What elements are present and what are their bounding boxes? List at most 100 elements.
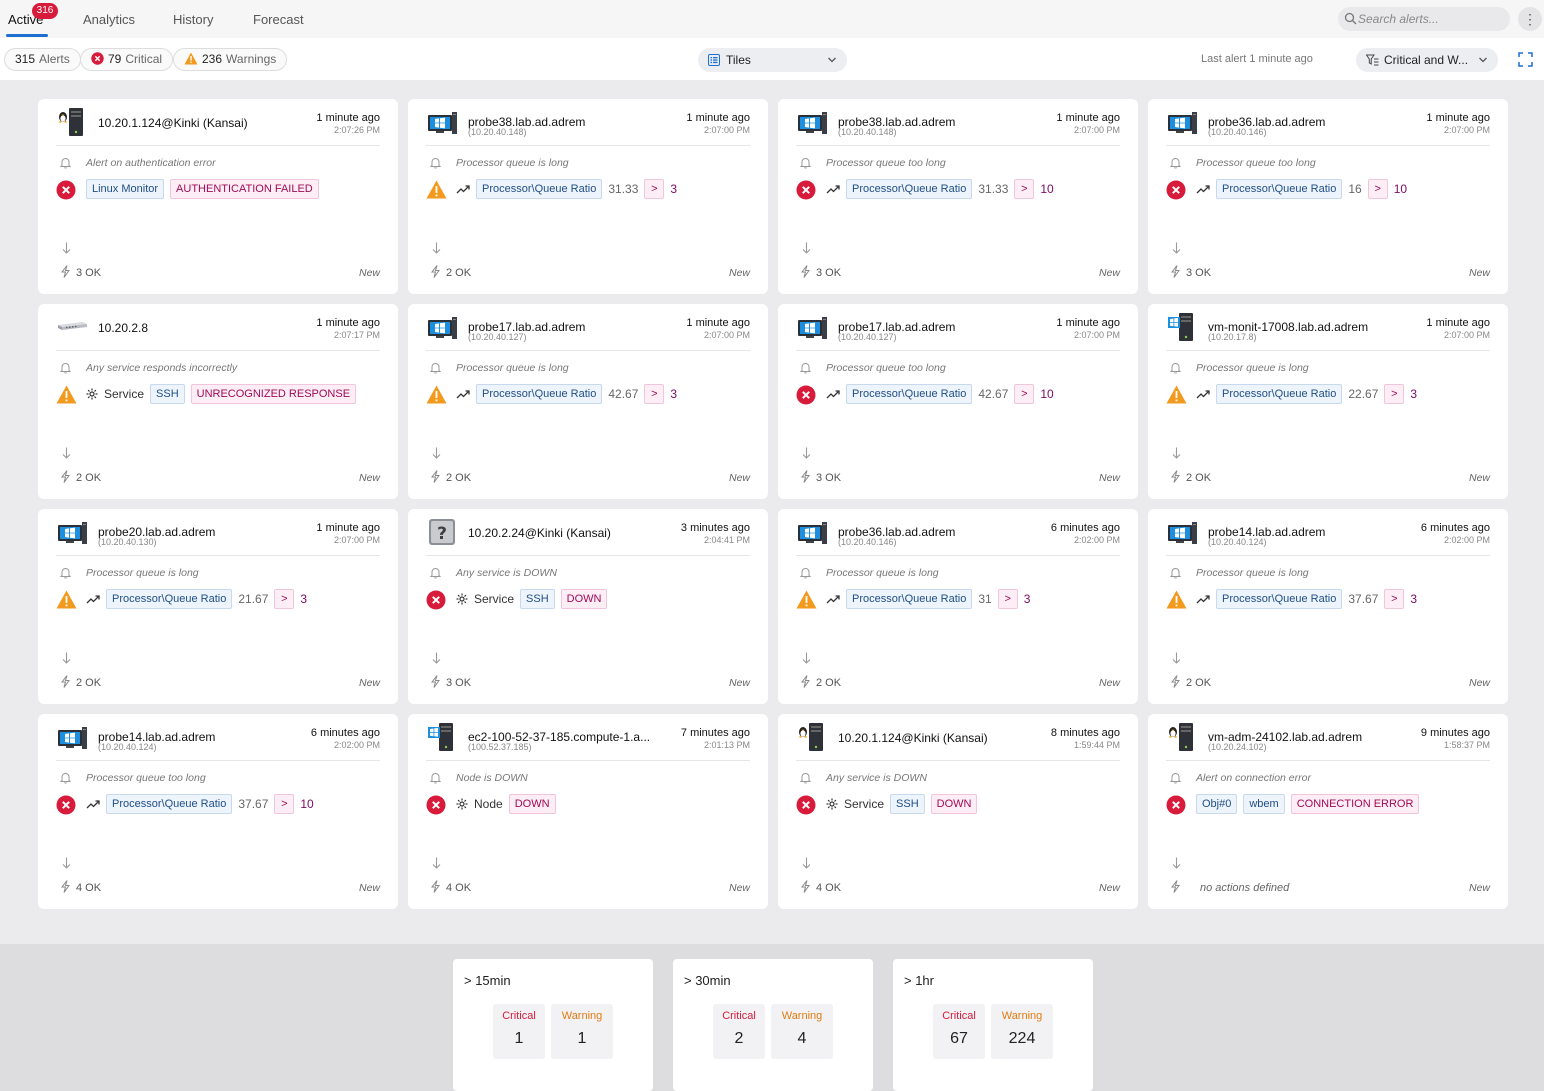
metric-tag[interactable]: Processor\Queue Ratio xyxy=(1216,384,1343,404)
arrow-down-icon[interactable] xyxy=(432,652,441,667)
monitor-tag[interactable]: wbem xyxy=(1243,794,1285,814)
service-tag[interactable]: SSH xyxy=(520,589,555,609)
trend-up-icon xyxy=(86,800,100,809)
metric-tag[interactable]: Processor\Queue Ratio xyxy=(846,589,973,609)
alert-tile[interactable]: probe14.lab.ad.adrem (10.20.40.124) 6 minu… xyxy=(1148,509,1508,704)
warning-summary-count: 224 xyxy=(1008,1030,1036,1047)
monitor-tag[interactable]: Obj#0 xyxy=(1196,794,1238,814)
alert-tile[interactable]: probe36.lab.ad.adrem (10.20.40.146) 6 minu… xyxy=(778,509,1138,704)
tab-forecast[interactable]: Forecast xyxy=(253,12,304,27)
tile-relative-time: 6 minutes ago xyxy=(310,727,380,739)
alert-tile[interactable]: probe38.lab.ad.adrem (10.20.40.148) 1 minu… xyxy=(408,99,768,294)
arrow-down-icon[interactable] xyxy=(802,447,811,462)
tile-timestamp: 2:07:26 PM xyxy=(333,125,380,135)
lightning-icon xyxy=(60,880,71,896)
alert-tile[interactable]: probe38.lab.ad.adrem (10.20.40.148) 1 minu… xyxy=(778,99,1138,294)
monitor-tag[interactable]: Linux Monitor xyxy=(86,179,165,199)
unknown-device-icon: ? xyxy=(426,516,458,548)
more-menu-button[interactable]: ⋮ xyxy=(1518,7,1542,31)
tile-relative-time: 1 minute ago xyxy=(686,112,750,124)
arrow-down-icon[interactable] xyxy=(1172,652,1181,667)
alert-condition-row: Processor\Queue Ratio 42.67 >3 xyxy=(456,384,677,404)
arrow-down-icon[interactable] xyxy=(1172,447,1181,462)
alert-tile[interactable]: vm-monit-17008.lab.ad.adrem (10.20.17.8) 1… xyxy=(1148,304,1508,499)
metric-value: 21.67 xyxy=(238,592,269,606)
tile-host-name[interactable]: 10.20.1.124@Kinki (Kansai) xyxy=(838,731,988,745)
warning-summary-box[interactable]: Warning 224 xyxy=(991,1004,1053,1059)
alert-tile[interactable]: 10.20.2.8 1 minute ago 2:07:17 PM Any servi… xyxy=(38,304,398,499)
metric-tag[interactable]: Processor\Queue Ratio xyxy=(1216,589,1343,609)
metric-value: 42.67 xyxy=(608,387,639,401)
critical-count-pill[interactable]: 79 Critical xyxy=(80,48,174,71)
arrow-down-icon[interactable] xyxy=(62,447,71,462)
alert-tile[interactable]: probe17.lab.ad.adrem (10.20.40.127) 1 minu… xyxy=(408,304,768,499)
arrow-down-icon[interactable] xyxy=(432,242,441,257)
bell-icon xyxy=(1169,567,1182,582)
warning-summary-count: 4 xyxy=(797,1030,807,1047)
alert-tile[interactable]: vm-adm-24102.lab.ad.adrem (10.20.24.102) 9… xyxy=(1148,714,1508,909)
node-label: Node xyxy=(474,797,503,811)
metric-tag[interactable]: Processor\Queue Ratio xyxy=(846,179,973,199)
arrow-down-icon[interactable] xyxy=(802,857,811,872)
critical-severity-icon xyxy=(796,795,816,818)
warnings-count-pill[interactable]: 236 Warnings xyxy=(173,48,288,71)
critical-summary-box[interactable]: Critical 67 xyxy=(933,1004,985,1059)
warning-summary-box[interactable]: Warning 1 xyxy=(551,1004,613,1059)
trend-up-icon xyxy=(456,185,470,194)
arrow-down-icon[interactable] xyxy=(432,857,441,872)
metric-tag[interactable]: Processor\Queue Ratio xyxy=(476,384,603,404)
alert-state-new: New xyxy=(1098,882,1120,894)
alert-tile[interactable]: probe17.lab.ad.adrem (10.20.40.127) 1 minu… xyxy=(778,304,1138,499)
alert-tile[interactable]: probe36.lab.ad.adrem (10.20.40.146) 1 minu… xyxy=(1148,99,1508,294)
alert-tile[interactable]: probe14.lab.ad.adrem (10.20.40.124) 6 minu… xyxy=(38,714,398,909)
arrow-down-icon[interactable] xyxy=(432,447,441,462)
alert-tile[interactable]: 10.20.1.124@Kinki (Kansai) 1 minute ago 2:… xyxy=(38,99,398,294)
tile-timestamp: 2:07:00 PM xyxy=(1073,330,1120,340)
arrow-down-icon[interactable] xyxy=(1172,857,1181,872)
view-mode-select[interactable]: Tiles xyxy=(698,48,847,72)
arrow-down-icon[interactable] xyxy=(1172,242,1181,257)
metric-tag[interactable]: Processor\Queue Ratio xyxy=(476,179,603,199)
metric-tag[interactable]: Processor\Queue Ratio xyxy=(106,794,233,814)
arrow-down-icon[interactable] xyxy=(62,857,71,872)
arrow-down-icon[interactable] xyxy=(802,242,811,257)
alert-state-new: New xyxy=(728,882,750,894)
warning-summary-box[interactable]: Warning 4 xyxy=(771,1004,833,1059)
tile-host-name[interactable]: 10.20.2.24@Kinki (Kansai) xyxy=(468,526,611,540)
service-tag[interactable]: SSH xyxy=(150,384,185,404)
comparison-operator: > xyxy=(644,179,665,199)
arrow-down-icon[interactable] xyxy=(62,652,71,667)
alert-tile[interactable]: ec2-100-52-37-185.compute-1.a... (100.52.… xyxy=(408,714,768,909)
age-summary-card: > 30min Critical 2 Warning 4 xyxy=(673,959,873,1091)
alert-condition-row: Processor\Queue Ratio 31.33 >10 xyxy=(826,179,1054,199)
actions-ok-count: 3 OK xyxy=(816,267,842,279)
tab-analytics[interactable]: Analytics xyxy=(83,12,136,27)
windows-device-icon xyxy=(56,516,88,548)
warning-summary-label: Warning xyxy=(561,1010,603,1022)
alert-tile[interactable]: 10.20.1.124@Kinki (Kansai) 8 minutes ago 1… xyxy=(778,714,1138,909)
search-box[interactable] xyxy=(1338,7,1510,31)
critical-summary-box[interactable]: Critical 1 xyxy=(493,1004,545,1059)
critical-summary-box[interactable]: Critical 2 xyxy=(713,1004,765,1059)
metric-tag[interactable]: Processor\Queue Ratio xyxy=(846,384,973,404)
tile-host-name[interactable]: 10.20.1.124@Kinki (Kansai) xyxy=(98,116,248,130)
tile-relative-time: 1 minute ago xyxy=(1426,317,1490,329)
actions-ok-count: 2 OK xyxy=(76,472,102,484)
service-tag[interactable]: SSH xyxy=(890,794,925,814)
severity-filter-select[interactable]: Critical and W... xyxy=(1356,48,1498,72)
alert-description: Alert on connection error xyxy=(1196,772,1311,784)
critical-severity-icon xyxy=(796,180,816,203)
alert-tile[interactable]: probe20.lab.ad.adrem (10.20.40.130) 1 minu… xyxy=(38,509,398,704)
alerts-count-pill[interactable]: 315 Alerts xyxy=(4,48,81,71)
threshold-value: 10 xyxy=(1393,182,1408,196)
search-input[interactable] xyxy=(1358,10,1503,28)
metric-tag[interactable]: Processor\Queue Ratio xyxy=(106,589,233,609)
arrow-down-icon[interactable] xyxy=(62,242,71,257)
tile-host-name[interactable]: 10.20.2.8 xyxy=(98,321,149,335)
arrow-down-icon[interactable] xyxy=(802,652,811,667)
alert-tile[interactable]: ? 10.20.2.24@Kinki (Kansai) 3 minutes ago 2… xyxy=(408,509,768,704)
last-alert-text: Last alert 1 minute ago xyxy=(1201,53,1313,65)
fullscreen-icon[interactable] xyxy=(1518,52,1533,67)
metric-tag[interactable]: Processor\Queue Ratio xyxy=(1216,179,1343,199)
tab-history[interactable]: History xyxy=(173,12,214,27)
